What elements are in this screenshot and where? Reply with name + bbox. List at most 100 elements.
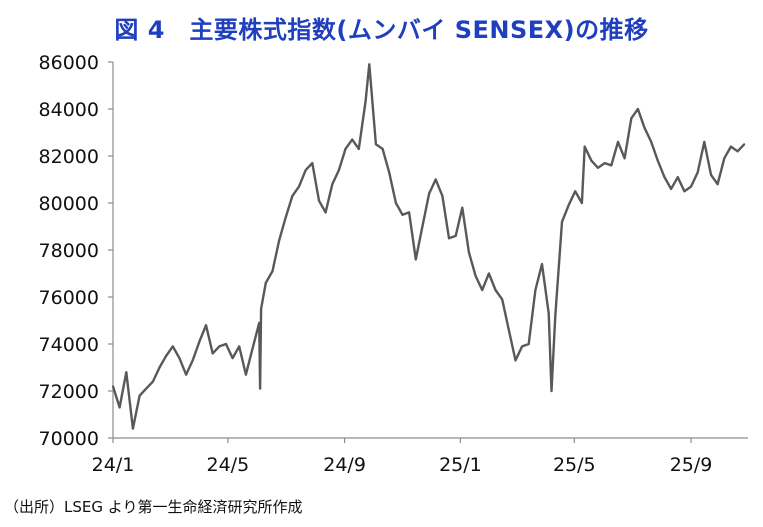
data-point (178, 357, 181, 360)
data-point (408, 211, 411, 214)
data-point (501, 298, 504, 301)
data-point (145, 387, 148, 390)
data-point (224, 343, 227, 345)
data-point (304, 169, 307, 172)
data-point (278, 239, 281, 242)
data-point (650, 140, 653, 143)
data-point (258, 321, 261, 324)
data-point (374, 143, 377, 146)
data-point (125, 371, 128, 374)
y-tick-label: 82000 (39, 146, 99, 168)
y-tick-label: 86000 (39, 52, 99, 74)
data-point (434, 178, 437, 181)
data-point (481, 288, 484, 291)
data-point (331, 183, 334, 186)
y-tick-label: 72000 (39, 381, 99, 403)
data-point (428, 192, 431, 195)
x-tick-label: 25/5 (553, 454, 596, 476)
data-point (636, 108, 639, 110)
data-point (441, 194, 444, 197)
data-point (623, 157, 626, 160)
data-point (317, 199, 320, 202)
data-point (616, 140, 619, 143)
data-point (344, 147, 347, 150)
data-point (284, 216, 287, 219)
data-point (298, 185, 301, 188)
y-tick-label: 84000 (39, 99, 99, 121)
data-point (260, 307, 263, 310)
data-point (259, 387, 262, 390)
data-point (421, 225, 424, 228)
x-tick-label: 25/9 (670, 454, 713, 476)
data-point (231, 357, 234, 360)
data-point (597, 166, 600, 169)
data-point (448, 237, 451, 240)
data-point (368, 63, 371, 66)
data-point (381, 147, 384, 150)
data-point (191, 359, 194, 362)
data-point (574, 190, 577, 193)
source-note: （出所）LSEG より第一生命経済研究所作成 (4, 498, 303, 516)
data-point (364, 100, 367, 103)
data-point (171, 345, 174, 348)
data-point (736, 150, 739, 153)
data-point (676, 176, 679, 179)
data-point (131, 427, 134, 430)
data-point (703, 140, 706, 143)
data-point (521, 345, 524, 348)
data-point (494, 288, 497, 291)
data-point (467, 251, 470, 254)
chart-title: 図 4 主要株式指数(ムンバイ SENSEX)の推移 (114, 16, 649, 44)
data-point (567, 204, 570, 207)
data-point (514, 359, 517, 362)
data-point (244, 373, 247, 376)
data-point (663, 176, 666, 179)
data-point (696, 171, 699, 174)
data-point (630, 117, 633, 120)
data-point (547, 312, 550, 315)
data-point (238, 345, 241, 348)
data-point (643, 126, 646, 129)
data-point (461, 206, 464, 209)
data-point (716, 183, 719, 186)
y-tick-label: 80000 (39, 193, 99, 215)
data-point (118, 406, 121, 409)
series-line (111, 63, 746, 430)
data-point (264, 281, 267, 284)
data-point (337, 169, 340, 172)
data-point (414, 258, 417, 261)
data-point (138, 394, 141, 397)
data-point (560, 220, 563, 223)
data-point (394, 202, 397, 204)
y-axis-ticks: 86000 84000 82000 80000 78000 76000 74000 72000… (39, 52, 113, 450)
data-point (388, 171, 391, 174)
x-tick-label: 25/1 (439, 454, 482, 476)
y-tick-label: 70000 (39, 428, 99, 450)
y-tick-label: 76000 (39, 287, 99, 309)
data-point (590, 159, 593, 162)
chart-axes (112, 62, 748, 439)
data-point (151, 380, 154, 383)
data-point (603, 162, 606, 165)
data-point (112, 385, 114, 388)
data-point (218, 345, 221, 348)
data-point (211, 352, 214, 355)
y-tick-label: 74000 (39, 334, 99, 356)
data-point (198, 340, 201, 343)
x-tick-label: 24/9 (323, 454, 366, 476)
series-group (111, 63, 746, 430)
data-point (357, 147, 360, 150)
data-point (656, 159, 659, 162)
data-point (670, 187, 673, 190)
data-point (291, 194, 294, 197)
data-point (454, 234, 457, 237)
data-point (527, 343, 530, 345)
data-point (185, 373, 188, 376)
data-point (541, 263, 544, 266)
data-point (251, 347, 254, 350)
x-tick-label: 24/5 (207, 454, 250, 476)
data-point (271, 270, 274, 273)
data-point (550, 390, 553, 392)
data-point (311, 162, 314, 165)
